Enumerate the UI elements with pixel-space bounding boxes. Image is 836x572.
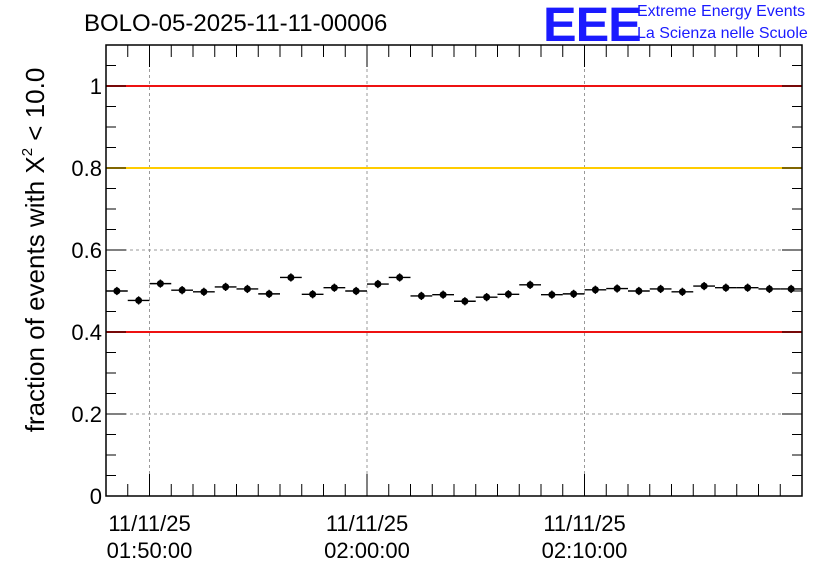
data-point [584,285,607,294]
data-point [475,293,498,302]
data-point [519,280,541,289]
data-point [410,291,433,301]
marker [526,281,534,289]
marker [700,282,708,290]
marker [635,287,643,295]
data-point [280,273,302,282]
data-point [693,281,715,291]
marker [613,285,621,293]
reference-lines [106,85,802,333]
y-tick-label: 1 [90,74,102,99]
marker [309,290,317,298]
marker [243,285,251,293]
marker [722,284,730,292]
data-point [301,290,324,299]
marker [396,273,404,281]
marker [744,284,752,292]
data-point [345,286,367,296]
marker [178,286,186,294]
x-tick-label-time: 01:50:00 [107,538,193,563]
marker [417,292,425,300]
x-tick-label-date: 11/11/25 [108,511,190,536]
marker [156,280,164,288]
data-point [715,283,737,292]
run-title: BOLO-05-2025-11-11-00006 [84,10,388,37]
marker [548,291,556,299]
y-axis-label-post: < 10.0 [20,67,50,148]
x-tick-label-time: 02:00:00 [324,538,410,563]
x-tick-label-time: 02:10:00 [542,538,628,563]
data-point [454,297,476,306]
marker [483,293,491,301]
y-tick-label: 0.4 [71,320,102,345]
data-point [171,286,193,295]
marker [135,296,143,304]
marker [504,290,512,298]
eee-logo: EEE [543,0,642,52]
data-point [497,290,520,299]
marker [113,287,121,295]
marker [570,290,578,298]
marker [439,291,447,299]
x-tick-label-date: 11/11/25 [326,511,408,536]
logo-subtitle-2: La Scienza nelle Scuole [637,25,808,42]
data-point [127,296,150,305]
data-point [367,279,389,289]
y-axis-label: fraction of events with X2 < 10.0 [19,68,51,433]
data-point [671,287,694,296]
data-point [193,287,215,296]
marker [591,286,599,294]
marker [287,273,295,281]
y-axis-label-pre: fraction of events with X [20,156,50,433]
data-point [562,289,585,298]
marker [200,288,208,296]
marker [374,280,382,288]
marker [765,285,773,293]
marker [330,284,338,292]
marker [222,283,230,291]
data-point [388,273,411,282]
data-point [541,290,563,299]
data-point [149,279,172,288]
data-point [236,284,259,294]
data-point [323,283,346,292]
y-tick-label: 0.8 [71,156,102,181]
marker [461,297,469,305]
grid-layer [106,45,802,496]
data-point [432,290,454,299]
data-point [214,282,237,291]
data-point [258,289,280,298]
data-point [780,284,802,294]
marker [657,285,665,293]
y-axis-label-sup: 2 [19,147,36,157]
data-points [106,273,802,306]
y-tick-label: 0.6 [71,238,102,263]
data-point [758,284,781,294]
y-tick-label: 0 [90,484,102,509]
axis-ticks: 00.20.40.60.8111/11/2501:50:0011/11/2502… [71,44,803,563]
data-point [606,284,628,293]
y-tick-label: 0.2 [71,402,102,427]
marker [265,290,273,298]
marker [352,287,360,295]
x-tick-label-date: 11/11/25 [543,511,625,536]
plot-frame [105,44,803,497]
marker [678,288,686,296]
data-point [736,283,759,292]
data-point [649,284,672,294]
logo-subtitle-1: Extreme Energy Events [637,3,806,20]
data-point [628,286,650,296]
